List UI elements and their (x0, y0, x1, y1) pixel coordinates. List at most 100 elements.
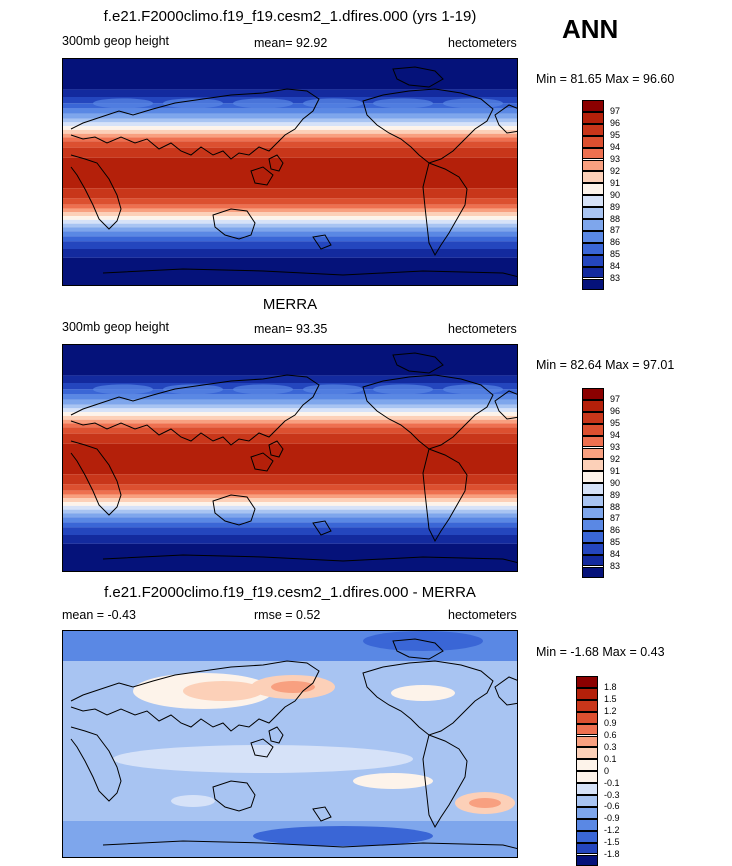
contour-band (63, 188, 518, 198)
colorbar-tick-label: 95 (610, 131, 620, 140)
contour-band (63, 522, 518, 527)
colorbar-tick-label: 85 (610, 538, 620, 547)
contour-band (63, 205, 518, 209)
contour-band (63, 208, 518, 212)
contour-band (373, 98, 433, 108)
contour-band (63, 224, 518, 228)
contour-band (233, 384, 293, 394)
contour-band (63, 375, 518, 383)
colorbar-tick-label: -1.5 (604, 838, 620, 847)
contour-band (63, 527, 518, 535)
map-svg (63, 631, 518, 858)
units-label: hectometers (448, 322, 517, 336)
contour-band (63, 412, 518, 416)
colorbar-tick-label: 1.2 (604, 707, 617, 716)
contour-band (353, 773, 433, 789)
colorbar-tick-label: -1.2 (604, 826, 620, 835)
contour-band (63, 502, 518, 506)
contour-band (183, 681, 263, 701)
contour-band (171, 795, 215, 807)
contour-band (63, 405, 518, 409)
contour-band (63, 216, 518, 220)
contour-band (63, 138, 518, 142)
colorbar-tick-label: 1.8 (604, 683, 617, 692)
mean-label: mean= 93.35 (254, 322, 327, 336)
contour-band (63, 249, 518, 258)
contour-band (63, 236, 518, 241)
colorbar-tick-label: 85 (610, 250, 620, 259)
contour-map (62, 630, 518, 858)
colorbar-tick-label: 89 (610, 203, 620, 212)
contour-band (113, 745, 413, 773)
colorbar-tick-label: 95 (610, 419, 620, 428)
contour-band (63, 394, 518, 399)
contour-band (63, 345, 518, 375)
contour-band (63, 491, 518, 495)
min-max-label: Min = 82.64 Max = 97.01 (536, 358, 674, 372)
contour-band (93, 384, 153, 394)
colorbar-tick-label: 88 (610, 503, 620, 512)
contour-band (63, 158, 518, 188)
contour-band (233, 98, 293, 108)
colorbar-tick-label: 87 (610, 514, 620, 523)
contour-band (63, 510, 518, 514)
colorbar-tick-label: 89 (610, 491, 620, 500)
contour-band (63, 506, 518, 510)
contour-band (63, 126, 518, 130)
contour-band (63, 141, 518, 147)
colorbar-tick-label: -1.8 (604, 850, 620, 859)
colorbar-tick-label: 84 (610, 550, 620, 559)
colorbar-tick-label: 88 (610, 215, 620, 224)
colorbar-tick-label: 83 (610, 562, 620, 571)
min-max-label: Min = 81.65 Max = 96.60 (536, 72, 674, 86)
panel-title: MERRA (40, 296, 540, 313)
contour-band (303, 98, 363, 108)
map-svg (63, 59, 518, 286)
contour-band (303, 384, 363, 394)
colorbar-tick-label: 1.5 (604, 695, 617, 704)
contour-band (63, 134, 518, 138)
contour-band (63, 241, 518, 249)
contour-band (443, 384, 503, 394)
contour-band (391, 685, 455, 701)
colorbar-tick-label: 93 (610, 155, 620, 164)
colorbar-tick-label: 96 (610, 119, 620, 128)
season-label: ANN (562, 14, 618, 45)
mean-label: mean = -0.43 (62, 608, 136, 622)
colorbar-tick-label: -0.3 (604, 791, 620, 800)
colorbar-tick-label: 0 (604, 767, 609, 776)
field-label: 300mb geop height (62, 34, 169, 48)
field-label: 300mb geop height (62, 320, 169, 334)
colorbar-tick-label: 92 (610, 167, 620, 176)
contour-band (63, 420, 518, 424)
colorbar-tick-label: 91 (610, 179, 620, 188)
contour-band (63, 59, 518, 89)
contour-band (63, 408, 518, 412)
colorbar-frame (582, 388, 604, 578)
contour-band (63, 494, 518, 498)
contour-band (93, 98, 153, 108)
colorbar-tick-label: 91 (610, 467, 620, 476)
contour-band (443, 98, 503, 108)
contour-band (253, 826, 433, 846)
colorbar-tick-label: 97 (610, 107, 620, 116)
colorbar-tick-label: 92 (610, 455, 620, 464)
contour-band (63, 535, 518, 544)
colorbar-tick-label: 90 (610, 191, 620, 200)
colorbar-tick-label: -0.6 (604, 802, 620, 811)
colorbar-tick-label: 97 (610, 395, 620, 404)
map-svg (63, 345, 518, 572)
panel-title: f.e21.F2000climo.f19_f19.cesm2_1.dfires.… (40, 8, 540, 25)
contour-band (63, 220, 518, 224)
units-label: hectometers (448, 608, 517, 622)
colorbar-tick-label: -0.1 (604, 779, 620, 788)
contour-band (63, 474, 518, 484)
contour-map (62, 58, 518, 286)
colorbar-tick-label: 90 (610, 479, 620, 488)
colorbar-frame (576, 676, 598, 866)
contour-band (63, 484, 518, 490)
contour-band (63, 212, 518, 216)
rmse-label: rmse = 0.52 (254, 608, 320, 622)
contour-map (62, 344, 518, 572)
contour-band (63, 119, 518, 123)
